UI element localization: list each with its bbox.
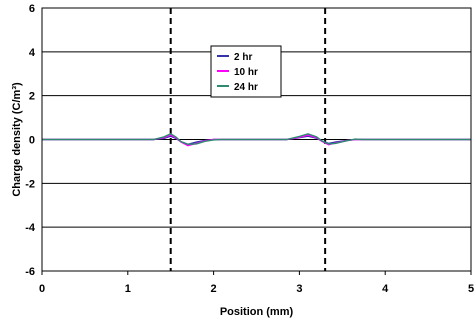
- series-line-2-hr: [42, 135, 471, 146]
- legend-label: 2 hr: [234, 52, 252, 63]
- legend-label: 10 hr: [234, 67, 258, 78]
- x-tick-label: 3: [296, 283, 302, 295]
- legend-label: 24 hr: [234, 82, 258, 93]
- dashed-reference-lines: [169, 8, 327, 271]
- y-tick-label: 0: [29, 135, 35, 147]
- series-line-10-hr: [42, 134, 471, 147]
- x-tick-label: 4: [382, 283, 389, 295]
- y-tick-labels: -6 -4 -2 0 2 4 6: [25, 3, 36, 278]
- y-tick-label: 4: [29, 47, 36, 59]
- series-line-24-hr: [42, 133, 471, 146]
- y-tick-label: -4: [25, 222, 36, 234]
- legend: 2 hr 10 hr 24 hr: [210, 45, 282, 98]
- series-lines: [42, 133, 471, 147]
- x-tick-label: 0: [39, 283, 45, 295]
- x-tick-labels: 0 1 2 3 4 5: [39, 271, 474, 295]
- y-tick-label: 6: [29, 3, 35, 15]
- x-axis-title: Position (mm): [220, 306, 294, 318]
- plot-area-frame: [41, 7, 472, 272]
- x-tick-label: 5: [468, 283, 474, 295]
- x-tick-label: 1: [125, 283, 131, 295]
- x-tick-label: 2: [211, 283, 217, 295]
- y-tick-label: -6: [25, 266, 35, 278]
- y-tick-label: 2: [29, 91, 35, 103]
- y-axis-title: Charge density (C/m³): [11, 82, 23, 197]
- y-tick-label: -2: [25, 178, 35, 190]
